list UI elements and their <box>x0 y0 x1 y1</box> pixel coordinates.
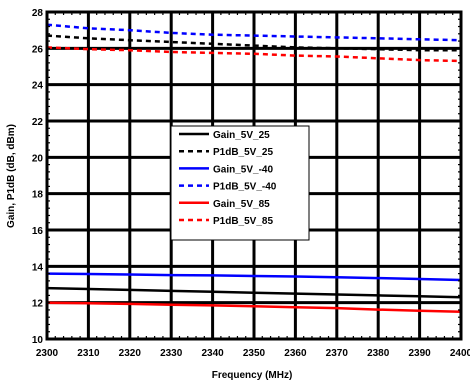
y-tick-label: 28 <box>32 8 44 19</box>
y-tick-label: 22 <box>32 117 44 128</box>
x-tick-label: 2400 <box>450 348 470 359</box>
series-lines <box>46 23 462 314</box>
legend-box <box>170 125 310 241</box>
axes <box>45 10 463 341</box>
y-tick-label: 20 <box>32 153 44 164</box>
x-tick-label: 2390 <box>408 348 431 359</box>
series-line-P1dB_5V_25 <box>46 34 461 52</box>
series-line-P1dB_5V_-40 <box>46 23 462 42</box>
x-tick-label: 2360 <box>284 348 307 359</box>
legend-label: P1dB_5V_25 <box>213 147 273 158</box>
x-tick-label: 2340 <box>201 348 224 359</box>
x-tick-label: 2350 <box>243 348 266 359</box>
y-tick-label: 16 <box>32 226 44 237</box>
legend-label: P1dB_5V_85 <box>213 216 273 227</box>
plot-frame <box>45 10 463 341</box>
series-line-Gain_5V_25 <box>46 286 462 299</box>
x-tick-label: 2310 <box>77 348 100 359</box>
y-axis-title: Gain, P1dB (dB, dBm) <box>6 124 17 228</box>
x-tick-label: 2300 <box>36 348 59 359</box>
series-line-Gain_5V_85 <box>46 301 462 314</box>
y-tick-label: 12 <box>32 299 44 310</box>
legend-label: Gain_5V_-40 <box>213 164 273 175</box>
y-tick-label: 10 <box>32 335 44 346</box>
x-tick-label: 2330 <box>160 348 183 359</box>
legend-label: Gain_5V_85 <box>213 199 270 210</box>
series-line-P1dB_5V_85 <box>46 46 462 63</box>
x-tick-label: 2320 <box>119 348 142 359</box>
y-tick-label: 14 <box>32 262 44 273</box>
x-tick-label: 2370 <box>326 348 349 359</box>
series-line-Gain_5V_-40 <box>46 272 462 282</box>
y-tick-label: 26 <box>32 44 44 55</box>
x-axis-title: Frequency (MHz) <box>212 370 293 381</box>
legend-label: P1dB_5V_-40 <box>213 182 277 193</box>
legend: Gain_5V_25 P1dB_5V_25 Gain_5V_-40 P1dB_5V_-… <box>170 125 310 241</box>
y-tick-label: 18 <box>32 190 44 201</box>
x-tick-label: 2380 <box>367 348 390 359</box>
legend-label: Gain_5V_25 <box>213 130 270 141</box>
tick-labels: 2300 2310 2320 2330 2340 2350 2360 2370 2380 2390… <box>32 8 470 359</box>
y-tick-label: 24 <box>32 81 44 92</box>
